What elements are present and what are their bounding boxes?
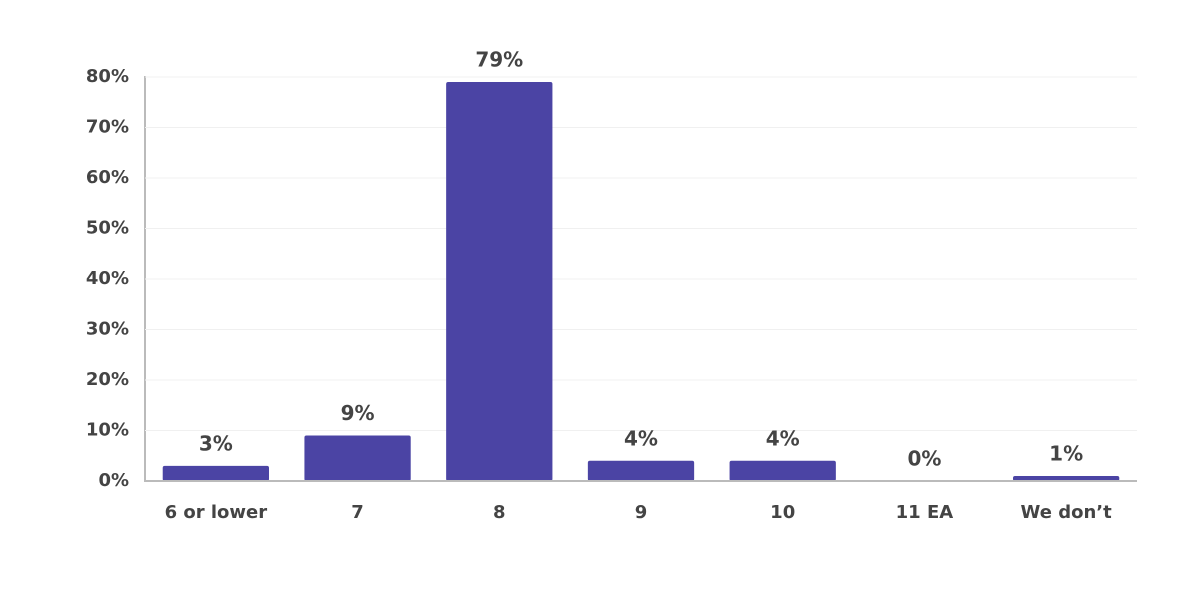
bar — [446, 82, 553, 482]
x-tick-label: We don’t — [1021, 502, 1113, 523]
value-label: 9% — [341, 401, 375, 425]
bar — [304, 435, 411, 481]
bar — [587, 460, 695, 481]
value-label: 4% — [766, 426, 800, 450]
value-label: 0% — [907, 447, 941, 471]
x-tick-label: 6 or lower — [165, 502, 268, 523]
y-tick-label: 70% — [86, 117, 129, 138]
value-label: 1% — [1049, 441, 1083, 465]
y-tick-label: 10% — [86, 420, 129, 441]
value-label: 4% — [624, 426, 658, 450]
bar — [162, 465, 269, 481]
y-tick-label: 60% — [86, 167, 129, 188]
x-tick-label: 10 — [770, 502, 795, 523]
x-tick-label: 11 EA — [896, 502, 954, 523]
x-tick-label: 8 — [493, 502, 506, 523]
bar — [1013, 475, 1120, 481]
x-tick-label: 7 — [351, 502, 364, 523]
value-label: 79% — [475, 48, 523, 72]
y-tick-label: 80% — [86, 66, 129, 87]
y-tick-label: 0% — [98, 470, 129, 491]
y-tick-label: 30% — [86, 319, 129, 340]
bar — [729, 460, 836, 481]
y-tick-label: 50% — [86, 218, 129, 239]
x-tick-label: 9 — [635, 502, 648, 523]
y-tick-label: 40% — [86, 268, 129, 289]
value-label: 3% — [199, 431, 233, 455]
y-tick-label: 20% — [86, 369, 129, 390]
